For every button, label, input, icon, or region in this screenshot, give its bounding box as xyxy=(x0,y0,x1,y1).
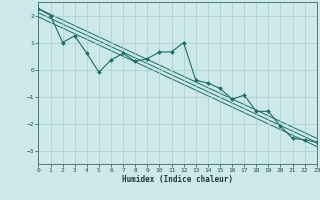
X-axis label: Humidex (Indice chaleur): Humidex (Indice chaleur) xyxy=(122,175,233,184)
